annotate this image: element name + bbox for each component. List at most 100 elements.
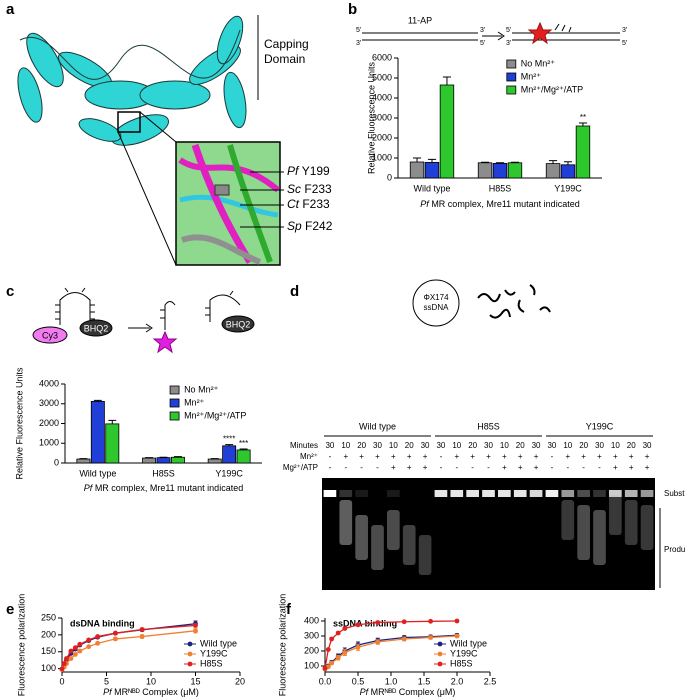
lane-label: 10	[341, 441, 350, 450]
point	[113, 630, 118, 636]
error-bar	[442, 76, 452, 85]
lane-label: -	[440, 452, 443, 461]
lane-label: 20	[405, 441, 414, 450]
gel-band	[577, 490, 590, 497]
error-bar	[239, 448, 248, 450]
text-part: Pf	[287, 164, 300, 178]
panel-label: c	[6, 283, 14, 300]
lane-label: -	[551, 452, 554, 461]
x-tick-label: Wild type	[413, 183, 450, 193]
significance: ****	[223, 435, 235, 444]
lane-label: +	[613, 463, 618, 472]
bar	[575, 125, 591, 179]
band-label: Products	[664, 545, 685, 554]
x-tick-label: 20	[235, 676, 245, 686]
error-bar	[563, 161, 573, 165]
lane-label: -	[455, 463, 458, 472]
group-label: Wild type	[359, 421, 396, 431]
gel-smear	[339, 500, 353, 545]
bar	[105, 423, 120, 464]
x-tick-label: 0	[59, 676, 64, 686]
legend-marker	[187, 661, 193, 667]
y-tick-label: 5000	[372, 72, 392, 82]
y-tick-label: 150	[41, 646, 56, 656]
legend-label: Mn²⁺/Mg²⁺/ATP	[184, 410, 246, 420]
point	[329, 636, 334, 642]
x-tick-label: H85S	[489, 183, 512, 193]
legend-label: No Mn²⁺	[521, 58, 556, 68]
point	[428, 618, 433, 624]
lane-label: 30	[421, 441, 430, 450]
y-tick-label: 100	[304, 660, 319, 670]
quencher	[79, 319, 113, 337]
text-part: MRᴺᴮᴰ Complex (μM)	[114, 687, 199, 697]
x-tick-label: 1.5	[418, 676, 431, 686]
end-label: 5'	[506, 27, 511, 34]
end-label: 3'	[480, 27, 485, 34]
bar	[492, 162, 508, 179]
domain-label: Domain	[264, 52, 305, 66]
substrate-diagram	[362, 21, 620, 45]
error-bar	[174, 456, 182, 458]
y-tick-label: 0	[54, 457, 59, 467]
gel-band	[609, 490, 622, 497]
text-part: Sp	[287, 219, 302, 233]
lane-label: +	[518, 463, 523, 472]
lane-label: +	[502, 452, 507, 461]
x-tick-label: 15	[190, 676, 200, 686]
legend-label: Y199C	[450, 648, 478, 658]
legend-label: Mn²⁺	[184, 397, 204, 407]
lane-label: +	[375, 452, 380, 461]
lane-label: 30	[373, 441, 382, 450]
y-tick-label: 200	[304, 645, 319, 655]
bar	[424, 161, 440, 179]
point	[355, 622, 361, 628]
bar	[545, 163, 561, 179]
lane-label: 30	[643, 441, 652, 450]
bar	[439, 84, 455, 179]
point	[72, 652, 78, 657]
lane-label: 20	[468, 441, 477, 450]
domain-label: Capping	[264, 37, 309, 51]
error-bar	[495, 162, 505, 164]
lane-label: -	[329, 452, 332, 461]
lane-label: +	[343, 452, 348, 461]
end-label: 5'	[356, 27, 361, 34]
gel-smear	[577, 505, 590, 560]
bar	[507, 162, 523, 179]
residue-label: Ct F233	[287, 197, 330, 211]
point	[401, 636, 407, 642]
x-tick-label: 0.0	[319, 676, 332, 686]
substrate-name: ssDNA	[424, 303, 450, 312]
lane-label: 30	[532, 441, 541, 450]
text-part: Pf	[420, 199, 430, 209]
x-tick-label: 0.5	[352, 676, 365, 686]
legend-swatch	[169, 411, 180, 421]
gel-band	[323, 490, 337, 497]
lane-label: 20	[357, 441, 366, 450]
quencher	[221, 315, 255, 333]
lane-label: -	[440, 463, 443, 472]
gel-smear	[640, 505, 654, 550]
legend-swatch	[169, 398, 180, 408]
gel-smear	[418, 535, 432, 575]
beacon-diagram	[55, 287, 241, 333]
point	[355, 644, 361, 650]
y-tick-label: 4000	[372, 92, 392, 102]
bar	[236, 449, 251, 464]
point	[77, 641, 83, 647]
text-part: Ct	[287, 197, 300, 211]
point	[454, 633, 460, 639]
bar	[90, 400, 105, 464]
lane-label: 30	[325, 441, 334, 450]
gel-band	[355, 490, 368, 497]
text-part: F242	[305, 219, 333, 233]
significance: **	[580, 113, 586, 122]
text-part: Pf	[360, 687, 370, 697]
lane-label: +	[454, 452, 459, 461]
protein-structure	[17, 15, 284, 266]
x-tick-label: Y199C	[215, 468, 243, 478]
lane-label: +	[581, 452, 586, 461]
point	[401, 619, 407, 625]
point	[335, 630, 341, 636]
